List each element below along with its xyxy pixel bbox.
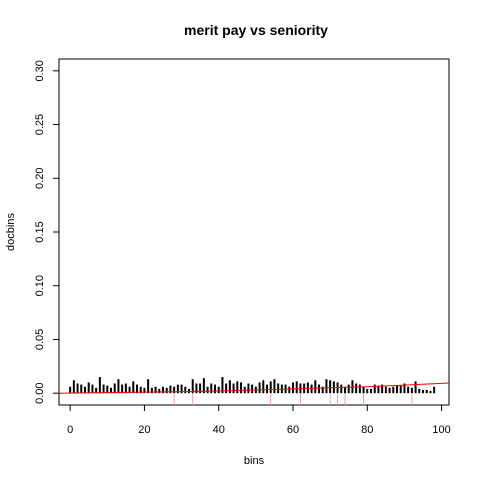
x-tick-label: 0: [67, 424, 73, 436]
x-tick-label: 40: [213, 424, 225, 436]
x-tick-label: 60: [287, 424, 299, 436]
plot-frame: [59, 59, 449, 405]
y-tick-label: 0.25: [34, 114, 46, 135]
chart-title: merit pay vs seniority: [184, 22, 328, 38]
y-tick-label: 0.20: [34, 168, 46, 189]
x-tick-label: 20: [138, 424, 150, 436]
rug-marks: [174, 393, 412, 405]
x-axis-label: bins: [244, 455, 265, 467]
y-tick-label: 0.10: [34, 275, 46, 296]
y-tick-label: 0.05: [34, 329, 46, 350]
x-tick-label: 80: [361, 424, 373, 436]
y-axis: 0.00 0.05 0.10 0.15 0.20 0.25 0.30: [34, 60, 59, 404]
histogram-spikes: [70, 377, 434, 393]
x-axis: 0 20 40 60 80 100: [67, 405, 451, 436]
y-axis-label: docbins: [5, 213, 17, 251]
x-tick-label: 100: [432, 424, 450, 436]
y-tick-label: 0.00: [34, 382, 46, 403]
y-tick-label: 0.30: [34, 60, 46, 81]
y-tick-label: 0.15: [34, 221, 46, 242]
